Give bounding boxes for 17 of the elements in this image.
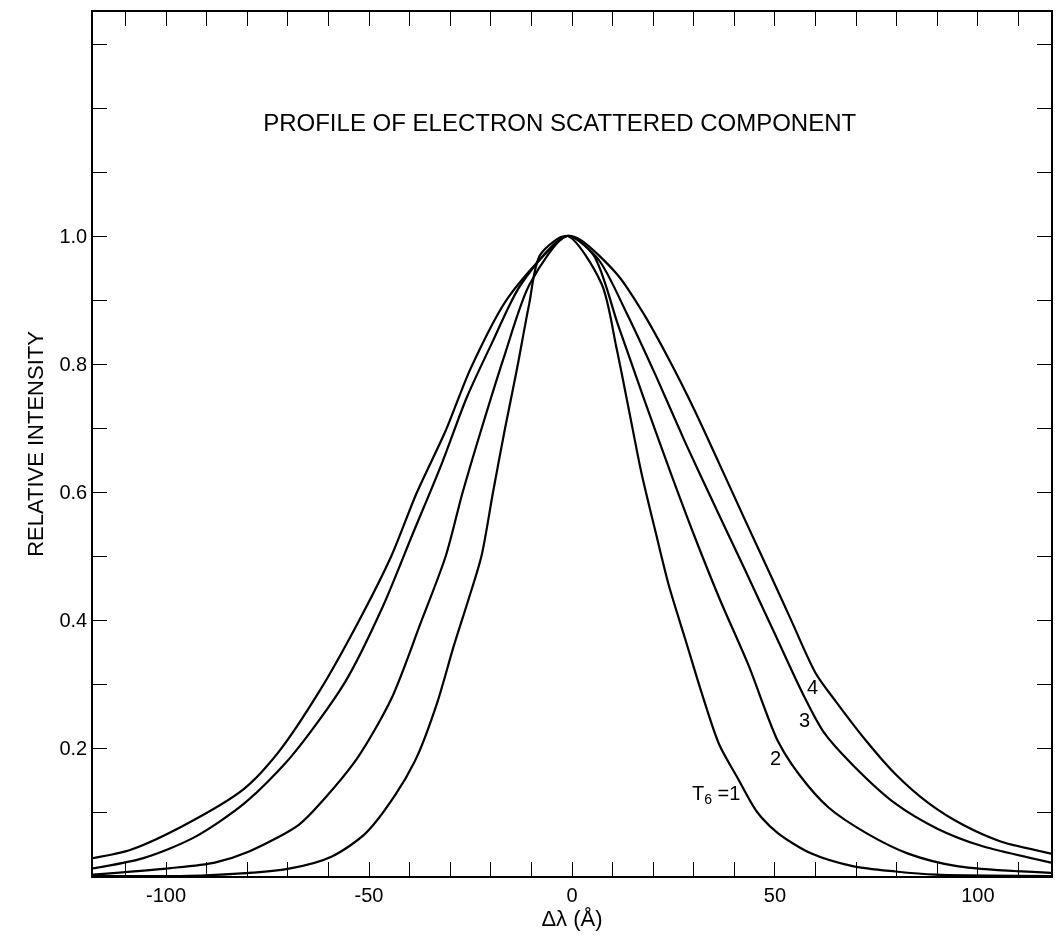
y-tick-label: 0.2 <box>59 737 88 759</box>
x-tick-label: 0 <box>566 883 578 906</box>
text: PROFILE OF ELECTRON SCATTERED COMPONENT <box>263 108 857 136</box>
y-tick-label: 0.4 <box>59 609 88 631</box>
annotation: 3 <box>799 709 811 731</box>
annotation: 4 <box>807 676 819 698</box>
x-tick-label: 100 <box>961 883 995 906</box>
annotation: T$_{6}$ =1 <box>692 782 741 808</box>
x-tick-label: -100 <box>146 883 187 906</box>
x-axis-title: Δλ (Å) <box>541 905 603 931</box>
x-tick-label: 50 <box>763 883 787 906</box>
y-tick-label: 0.8 <box>59 353 88 375</box>
x-tick-label: -50 <box>354 883 384 906</box>
y-tick-label: 0.6 <box>59 481 88 503</box>
annotation: 2 <box>770 747 782 769</box>
y-axis-title: RELATIVE INTENSITY <box>22 330 48 557</box>
y-tick-label: 1.0 <box>59 225 88 247</box>
